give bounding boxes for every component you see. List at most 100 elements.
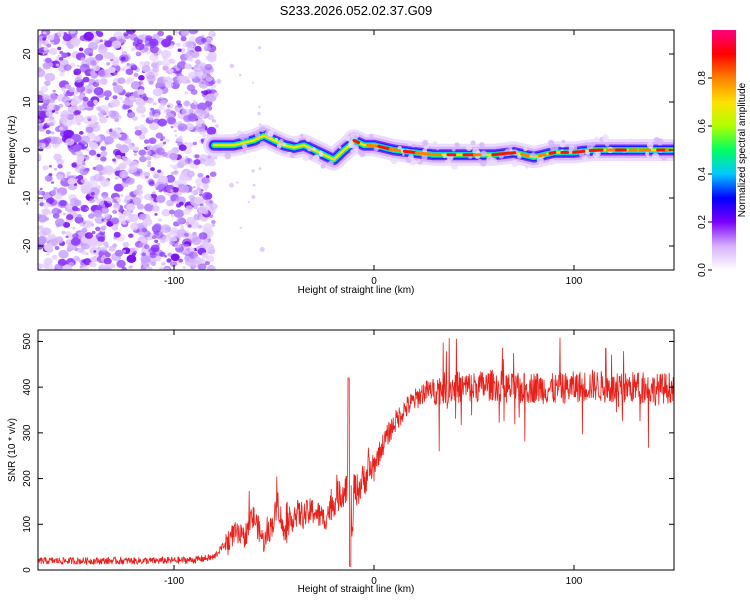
ridge-speckle	[267, 130, 274, 137]
noise-blob	[93, 250, 97, 253]
noise-blob	[51, 181, 55, 184]
noise-blob	[159, 104, 165, 110]
noise-blob	[103, 90, 112, 98]
noise-blob	[43, 244, 53, 252]
noise-blob	[192, 264, 197, 268]
noise-blob	[183, 249, 189, 254]
noise-blob	[45, 111, 52, 117]
noise-blob	[67, 177, 76, 185]
noise-blob	[198, 205, 208, 214]
noise-blob	[110, 102, 116, 107]
noise-blob	[46, 252, 50, 256]
noise-blob	[135, 42, 145, 51]
noise-blob	[99, 172, 103, 176]
noise-blob	[118, 96, 123, 101]
ridge-speckle	[645, 151, 650, 156]
noise-blob	[201, 176, 210, 184]
noise-blob	[142, 218, 153, 226]
noise-blob	[98, 77, 108, 86]
noise-blob	[40, 85, 49, 93]
noise-blob	[44, 174, 53, 182]
noise-blob	[180, 225, 184, 228]
noise-blob	[95, 54, 104, 61]
colorbar-tick-label: 0.2	[697, 215, 708, 229]
noise-blob	[148, 115, 155, 121]
noise-blob	[51, 254, 58, 260]
noise-blob	[131, 30, 136, 33]
ridge-speckle	[470, 140, 476, 146]
noise-blob	[112, 158, 116, 162]
noise-blob	[61, 52, 68, 59]
noise-blob	[124, 195, 131, 201]
noise-blob	[169, 240, 176, 246]
noise-blob	[206, 93, 217, 102]
noise-blob	[126, 203, 136, 211]
ridge-speckle	[480, 150, 487, 157]
ridge-speckle	[594, 136, 599, 142]
spectrogram-ytick-label: 20	[22, 48, 33, 60]
noise-blob	[131, 64, 136, 69]
noise-blob	[148, 137, 157, 145]
noise-blob	[93, 173, 103, 182]
noise-blob	[103, 257, 112, 265]
noise-blob	[170, 189, 174, 193]
ridge-speckle	[523, 147, 528, 152]
ridge-speckle	[432, 141, 437, 146]
noise-blob	[76, 122, 81, 126]
noise-blob	[78, 47, 84, 52]
noise-blob	[143, 147, 147, 150]
ridge-speckle	[282, 142, 287, 147]
ridge-speckle	[353, 133, 359, 140]
noise-blob	[103, 52, 112, 59]
noise-blob	[214, 92, 219, 97]
noise-blob	[166, 104, 171, 108]
noise-blob	[206, 255, 215, 263]
noise-blob	[106, 62, 111, 66]
noise-blob	[102, 195, 107, 200]
ridge-speckle	[656, 138, 664, 146]
noise-blob	[204, 260, 211, 266]
ridge-speckle	[421, 154, 428, 161]
noise-blob	[47, 34, 55, 41]
noise-blob	[54, 192, 63, 200]
noise-blob	[114, 249, 124, 257]
noise-blob	[58, 57, 64, 61]
ridge-core	[504, 151, 517, 155]
noise-blob	[50, 190, 57, 195]
noise-blob	[177, 48, 182, 52]
noise-blob	[77, 78, 82, 82]
noise-blob	[87, 179, 98, 189]
noise-blob	[95, 164, 104, 172]
colorbar-tick-label: 0.8	[697, 71, 708, 85]
ridge-speckle	[307, 147, 312, 152]
noise-blob	[133, 72, 139, 77]
noise-blob	[62, 212, 66, 216]
noise-blob	[191, 67, 195, 70]
ridge-speckle	[236, 130, 242, 135]
noise-blob	[193, 101, 199, 105]
noise-blob	[143, 61, 151, 67]
noise-blob	[203, 222, 213, 231]
noise-blob	[165, 138, 170, 143]
noise-blob	[152, 33, 160, 40]
noise-blob	[149, 252, 157, 259]
noise-blob	[105, 110, 112, 116]
noise-blob	[173, 129, 177, 133]
noise-blob	[236, 181, 239, 184]
noise-blob	[166, 199, 175, 207]
ridge-speckle	[407, 141, 413, 146]
noise-blob	[87, 118, 92, 122]
noise-blob	[205, 89, 212, 95]
noise-blob	[104, 266, 111, 270]
noise-blob	[95, 30, 100, 35]
noise-blob	[128, 266, 132, 269]
snr-ytick-label: 400	[22, 378, 33, 395]
snr-xtick-label: 100	[566, 576, 583, 587]
noise-blob	[185, 123, 195, 131]
spectrogram-xtick-label: 100	[566, 276, 583, 287]
noise-blob	[159, 266, 164, 270]
ridge-speckle	[511, 159, 519, 167]
ridge-speckle	[573, 145, 578, 150]
